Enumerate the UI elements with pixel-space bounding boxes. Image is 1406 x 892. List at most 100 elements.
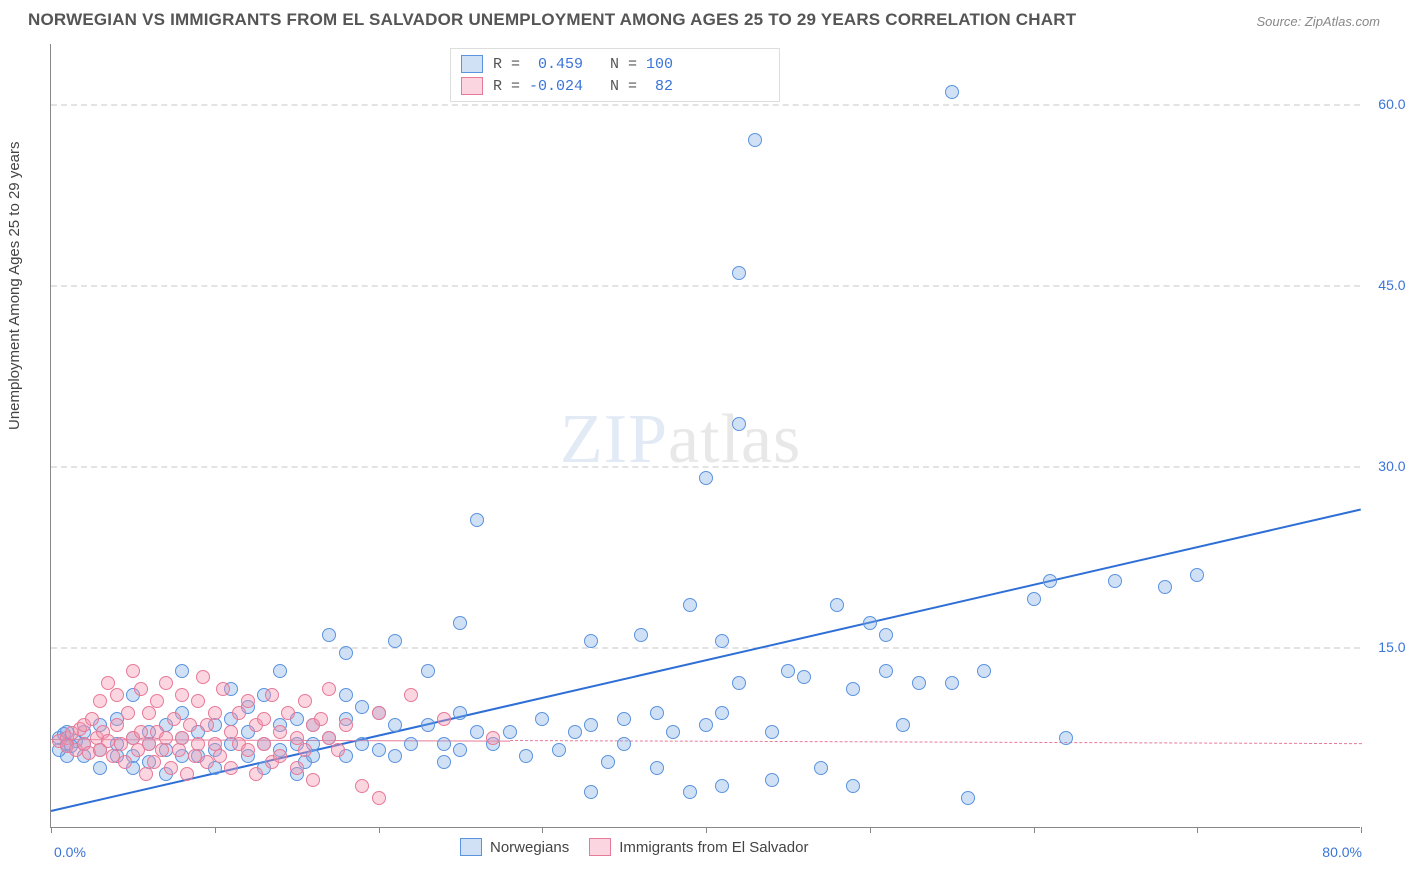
data-point [142,737,156,751]
legend-swatch [589,838,611,856]
trend-line-dashed [509,740,1360,744]
data-point [175,731,189,745]
data-point [732,417,746,431]
data-point [85,712,99,726]
data-point [568,725,582,739]
data-point [273,725,287,739]
legend-item: Norwegians [460,838,569,856]
scatter-plot-area: 15.0%30.0%45.0%60.0% [50,44,1360,828]
data-point [216,682,230,696]
x-tick [215,827,216,833]
x-tick [542,827,543,833]
data-point [191,694,205,708]
data-point [101,734,115,748]
data-point [732,266,746,280]
data-point [388,634,402,648]
data-point [273,664,287,678]
data-point [846,682,860,696]
data-point [404,737,418,751]
data-point [322,682,336,696]
data-point [617,712,631,726]
data-point [196,670,210,684]
data-point [584,634,598,648]
data-point [453,706,467,720]
data-point [355,700,369,714]
data-point [961,791,975,805]
data-point [159,676,173,690]
data-point [797,670,811,684]
data-point [1158,580,1172,594]
data-point [388,749,402,763]
data-point [683,785,697,799]
data-point [167,712,181,726]
legend-label: Immigrants from El Salvador [619,839,808,856]
data-point [126,664,140,678]
x-axis-min-label: 0.0% [54,844,86,860]
data-point [290,761,304,775]
data-point [265,688,279,702]
data-point [273,749,287,763]
data-point [781,664,795,678]
data-point [437,712,451,726]
data-point [519,749,533,763]
chart-title: NORWEGIAN VS IMMIGRANTS FROM EL SALVADOR… [28,10,1076,30]
data-point [331,743,345,757]
data-point [1043,574,1057,588]
gridline [51,104,1360,106]
data-point [110,688,124,702]
data-point [617,737,631,751]
data-point [339,646,353,660]
data-point [118,755,132,769]
data-point [257,712,271,726]
x-tick [1197,827,1198,833]
legend-stat-row: R = -0.024 N = 82 [461,75,769,97]
data-point [164,761,178,775]
legend-label: Norwegians [490,839,569,856]
data-point [147,755,161,769]
data-point [945,676,959,690]
data-point [765,725,779,739]
y-tick-label: 30.0% [1378,458,1406,474]
data-point [208,706,222,720]
data-point [977,664,991,678]
x-tick [706,827,707,833]
data-point [863,616,877,630]
data-point [732,676,746,690]
data-point [241,743,255,757]
data-point [486,731,500,745]
data-point [372,706,386,720]
data-point [150,694,164,708]
data-point [298,743,312,757]
data-point [322,628,336,642]
data-point [200,718,214,732]
data-point [470,725,484,739]
data-point [650,706,664,720]
y-tick-label: 45.0% [1378,277,1406,293]
source-attribution: Source: ZipAtlas.com [1256,14,1380,29]
y-tick-label: 60.0% [1378,96,1406,112]
data-point [715,634,729,648]
data-point [355,779,369,793]
data-point [372,791,386,805]
data-point [453,616,467,630]
data-point [503,725,517,739]
data-point [142,706,156,720]
data-point [912,676,926,690]
data-point [224,761,238,775]
data-point [699,471,713,485]
legend-swatch [460,838,482,856]
data-point [421,718,435,732]
data-point [404,688,418,702]
data-point [200,755,214,769]
data-point [339,718,353,732]
x-tick [1034,827,1035,833]
data-point [1027,592,1041,606]
legend-stat-row: R = 0.459 N = 100 [461,53,769,75]
legend-item: Immigrants from El Salvador [589,838,808,856]
legend-swatch [461,55,483,73]
data-point [945,85,959,99]
data-point [601,755,615,769]
legend-swatch [461,77,483,95]
data-point [584,718,598,732]
gridline [51,647,1360,649]
